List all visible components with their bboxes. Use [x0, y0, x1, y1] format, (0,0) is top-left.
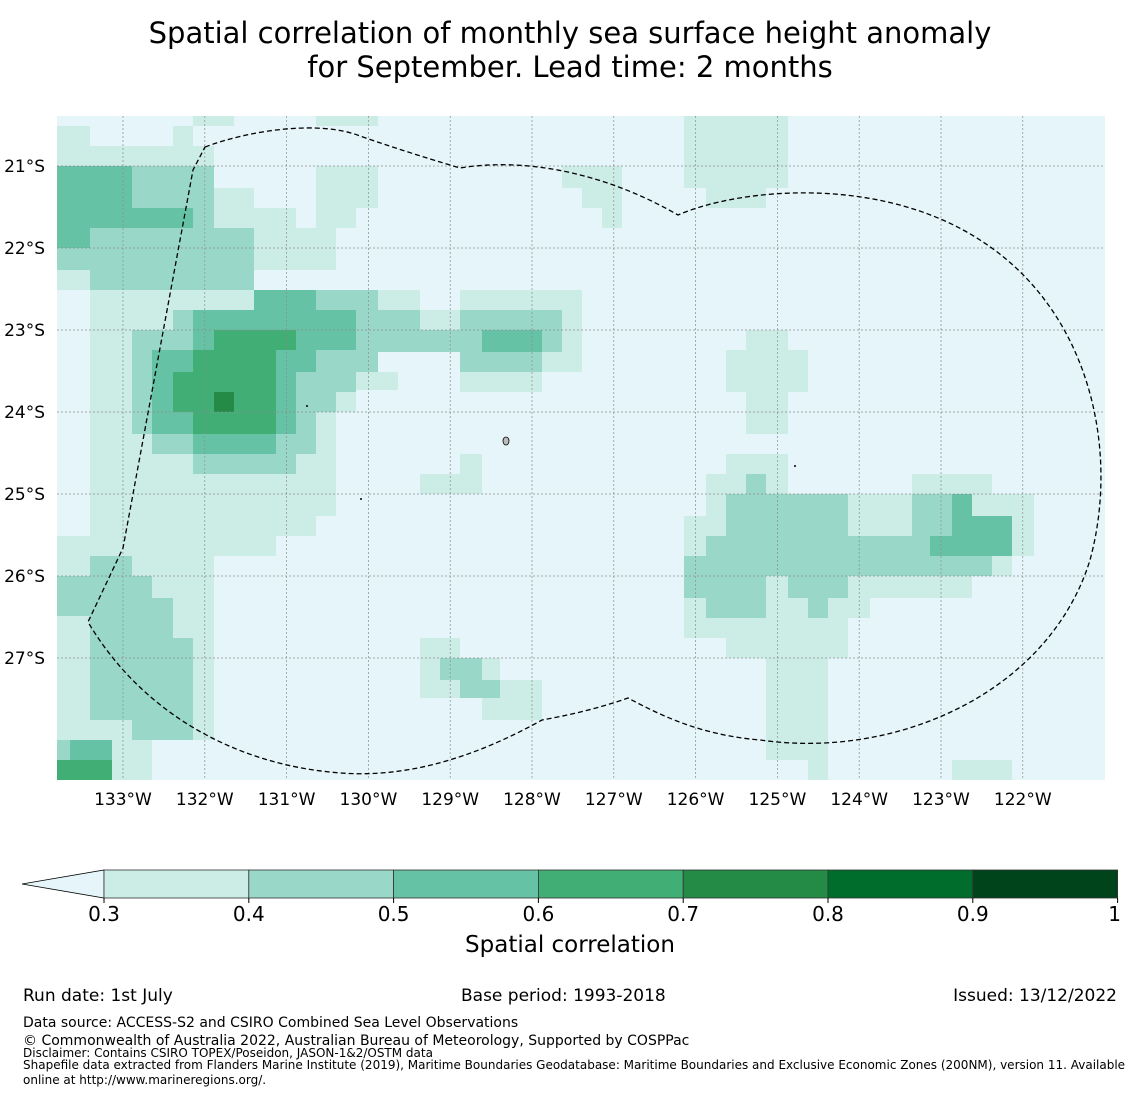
lon-tick-label: 123°W — [912, 790, 970, 810]
lon-tick-label: 129°W — [421, 790, 479, 810]
correlation-region-9 — [562, 166, 622, 228]
correlation-region-15 — [952, 760, 1012, 780]
lat-tick-label: 27°S — [4, 649, 45, 669]
correlation-region-10 — [684, 116, 788, 208]
colorbar-segment — [248, 869, 395, 899]
lon-tick-label: 128°W — [503, 790, 561, 810]
lat-tick-label: 23°S — [4, 321, 45, 341]
colorbar-segment — [682, 869, 829, 899]
correlation-region-7 — [378, 290, 420, 310]
colorbar-tick-label: 0.6 — [522, 902, 554, 926]
lon-tick-label: 122°W — [994, 790, 1052, 810]
colorbar-tick-label: 1 — [1108, 902, 1121, 926]
colorbar-tick-label: 0.5 — [378, 902, 410, 926]
correlation-region-6 — [234, 188, 336, 270]
eez-boundary-line — [87, 127, 1102, 775]
lon-tick-label: 130°W — [340, 790, 398, 810]
disclaimer: Disclaimer: Contains CSIRO TOPEX/Poseido… — [23, 1046, 433, 1060]
island-marker — [794, 465, 796, 467]
colorbar-segment — [827, 869, 974, 899]
lon-tick-label: 127°W — [585, 790, 643, 810]
correlation-region-25 — [57, 166, 193, 248]
lon-tick-label: 124°W — [830, 790, 888, 810]
colorbar-segment — [538, 869, 684, 899]
colorbar-label: Spatial correlation — [465, 932, 675, 958]
correlation-region-29 — [70, 740, 112, 760]
correlation-region-17 — [214, 248, 254, 290]
map-title-line-1: Spatial correlation of monthly sea surfa… — [148, 16, 992, 50]
correlation-region-4 — [316, 116, 378, 126]
colorbar-segment — [103, 869, 250, 899]
correlation-region-27 — [482, 330, 542, 352]
data-source: Data source: ACCESS-S2 and CSIRO Combine… — [23, 1015, 519, 1031]
correlation-region-30 — [173, 330, 296, 434]
lat-tick-label: 21°S — [4, 157, 45, 177]
correlation-region-31 — [57, 760, 112, 780]
correlation-region-2 — [173, 126, 193, 146]
colorbar-tick-label: 0.8 — [812, 902, 844, 926]
island-marker — [502, 436, 510, 446]
correlation-region-32 — [214, 392, 234, 412]
island-marker — [360, 498, 362, 500]
colorbar-tick-label: 0.9 — [957, 902, 989, 926]
base-period: Base period: 1993-2018 — [461, 986, 666, 1006]
lat-tick-label: 22°S — [4, 239, 45, 259]
correlation-region-22 — [440, 658, 500, 698]
correlation-region-5 — [316, 166, 378, 228]
map-title-line-2: for September. Lead time: 2 months — [307, 50, 833, 84]
lon-tick-label: 126°W — [667, 790, 725, 810]
colorbar-tick-label: 0.3 — [88, 902, 120, 926]
colorbar-tick-label: 0.4 — [233, 902, 265, 926]
correlation-region-21 — [57, 556, 193, 740]
correlation-region-20 — [684, 474, 992, 618]
shapefile-credit-line-1: Shapefile data extracted from Flanders M… — [23, 1058, 1126, 1072]
colorbar-segment — [393, 869, 539, 899]
lat-tick-label: 25°S — [4, 485, 45, 505]
issued-date: Issued: 13/12/2022 — [953, 986, 1117, 1006]
colorbar-tick-label: 0.7 — [667, 902, 699, 926]
shapefile-credit-line-2: online at http://www.marineregions.org/. — [23, 1073, 267, 1087]
correlation-map: 133°W 132°W 131°W 130°W 129°W 128°W 127°W 126°W… — [4, 116, 1121, 926]
colorbar-segment — [972, 869, 1118, 899]
lon-tick-label: 131°W — [258, 790, 316, 810]
lat-tick-label: 24°S — [4, 403, 45, 423]
lon-tick-label: 133°W — [94, 790, 152, 810]
copyright-notice: © Commonwealth of Australia 2022, Austra… — [23, 1033, 690, 1049]
island-marker — [306, 405, 308, 407]
correlation-region-12 — [420, 454, 482, 494]
correlation-region-3 — [193, 116, 234, 126]
colorbar-extend-arrow — [21, 869, 105, 899]
lon-tick-label: 132°W — [176, 790, 234, 810]
lat-tick-label: 26°S — [4, 567, 45, 587]
correlation-region-1 — [57, 126, 90, 146]
run-date: Run date: 1st July — [23, 986, 173, 1006]
correlation-region-11 — [726, 330, 808, 434]
lon-tick-label: 125°W — [749, 790, 807, 810]
correlation-region-28 — [930, 494, 1012, 556]
